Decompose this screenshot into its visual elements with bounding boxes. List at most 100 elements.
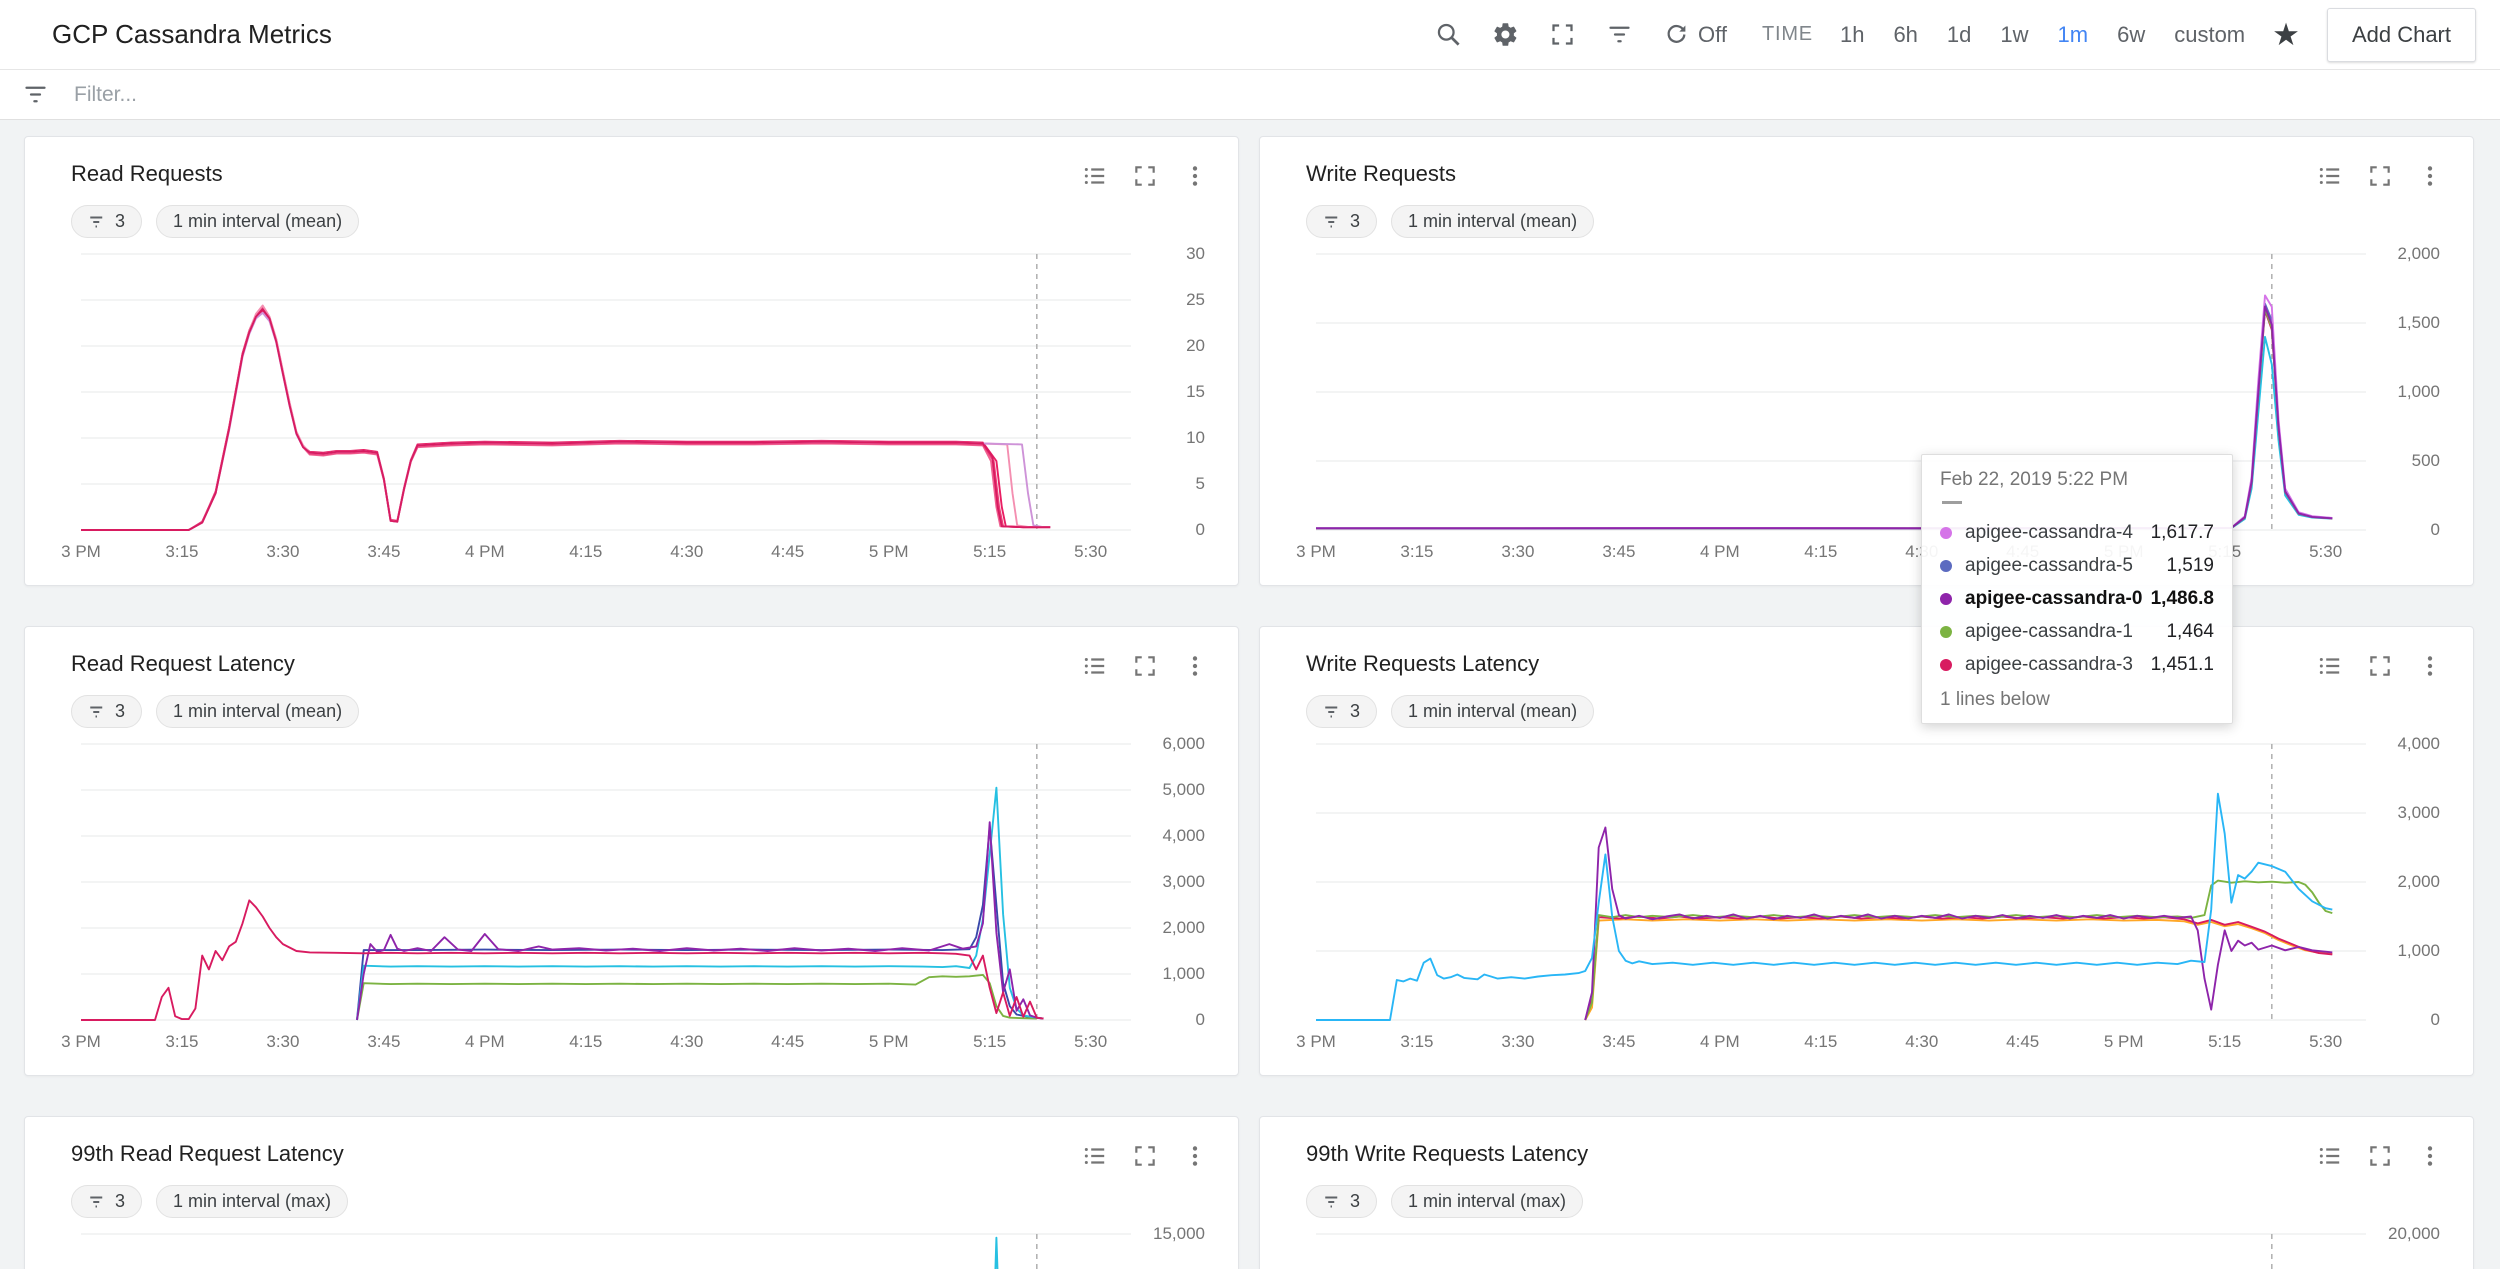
star-icon[interactable]: ★ xyxy=(2272,17,2300,52)
interval-chip[interactable]: 1 min interval (mean) xyxy=(1391,695,1595,728)
series-value: 1,617.7 xyxy=(2150,521,2214,543)
y-axis-tick: 500 xyxy=(2411,451,2440,470)
x-axis-tick: 4:30 xyxy=(670,1032,704,1051)
search-icon[interactable] xyxy=(1433,20,1463,50)
refresh-label: Off xyxy=(1698,21,1727,47)
plot-area[interactable]: 0 1,000 2,000 3,000 4,000 5,000 6,000 3 PM 3:15 3… xyxy=(61,734,1231,1074)
filter-count-chip[interactable]: 3 xyxy=(1306,205,1378,238)
filter-count: 3 xyxy=(115,1191,126,1211)
filter-count-chip[interactable]: 3 xyxy=(71,695,143,728)
y-axis-tick: 5,000 xyxy=(1162,780,1205,799)
x-axis-tick: 3:30 xyxy=(1501,542,1535,561)
chart-title: Read Requests xyxy=(71,161,223,186)
series-apigee-cassandra-1 xyxy=(356,973,1037,1021)
x-axis-tick: 5:30 xyxy=(2309,542,2343,561)
y-axis-tick: 3,000 xyxy=(1162,872,1205,891)
y-axis-tick: 0 xyxy=(1195,520,1205,539)
legend-icon[interactable] xyxy=(1080,651,1110,681)
series-apigee-cassandra-4 xyxy=(81,304,1051,531)
plot-area[interactable]: 0 5 10 15 20 25 30 3 PM 3:15 3:30 3:45 4 PM 4:15 4:30… xyxy=(61,244,1231,584)
auto-refresh-toggle[interactable]: Off xyxy=(1661,20,1727,50)
plot-area[interactable]: 0 500 1,000 1,500 2,000 3 PM 3:15 3:30 3:45 4 PM 4… xyxy=(1296,244,2466,584)
expand-chart-icon[interactable] xyxy=(1130,651,1160,681)
kebab-menu-icon[interactable] xyxy=(2415,1141,2445,1171)
x-axis-tick: 4:30 xyxy=(1905,1032,1939,1051)
y-axis-tick: 0 xyxy=(2430,1010,2440,1029)
chart-tooltip: Feb 22, 2019 5:22 PM apigee-cassandra-4 … xyxy=(1921,454,2233,724)
chart-title: 99th Read Request Latency xyxy=(71,1141,344,1166)
y-axis-tick: 3,000 xyxy=(2397,803,2440,822)
filter-count-chip[interactable]: 3 xyxy=(71,205,143,238)
x-axis-tick: 5:30 xyxy=(2309,1032,2343,1051)
interval-chip[interactable]: 1 min interval (mean) xyxy=(1391,205,1595,238)
x-axis-tick: 5 PM xyxy=(2103,1032,2144,1051)
kebab-menu-icon[interactable] xyxy=(1180,1141,1210,1171)
expand-chart-icon[interactable] xyxy=(1130,161,1160,191)
settings-gear-icon[interactable] xyxy=(1490,20,1520,50)
expand-chart-icon[interactable] xyxy=(2365,1141,2395,1171)
x-axis-tick: 3:45 xyxy=(367,1032,401,1051)
x-axis-tick: 5 PM xyxy=(868,542,909,561)
filter-count: 3 xyxy=(1350,211,1361,231)
legend-icon[interactable] xyxy=(2315,651,2345,681)
y-axis-tick: 20 xyxy=(1186,336,1205,355)
x-axis-tick: 4 PM xyxy=(465,542,505,561)
range-1m-active[interactable]: 1m xyxy=(2057,21,2089,47)
plot-svg xyxy=(1316,1233,2366,1269)
filter-count-chip[interactable]: 3 xyxy=(71,1185,143,1218)
plot-svg xyxy=(81,253,1131,531)
filter-count-chip[interactable]: 3 xyxy=(1306,1185,1378,1218)
x-axis-tick: 4:45 xyxy=(2006,1032,2040,1051)
series-name: apigee-cassandra-1 xyxy=(1965,620,2133,642)
kebab-menu-icon[interactable] xyxy=(2415,651,2445,681)
filter-count-chip[interactable]: 3 xyxy=(1306,695,1378,728)
interval-chip[interactable]: 1 min interval (max) xyxy=(156,1185,349,1218)
y-axis-tick: 20,000 xyxy=(2388,1224,2440,1243)
plot-svg xyxy=(1316,743,2366,1021)
chart-card-read-requests: Read Requests 3 1 min interval (mean) 0 5… xyxy=(24,136,1239,586)
fullscreen-icon[interactable] xyxy=(1547,20,1577,50)
legend-icon[interactable] xyxy=(2315,1141,2345,1171)
x-axis-tick: 4:15 xyxy=(1804,1032,1838,1051)
interval-chip[interactable]: 1 min interval (mean) xyxy=(156,205,360,238)
range-6w[interactable]: 6w xyxy=(2117,21,2146,47)
y-axis-tick: 1,500 xyxy=(2397,313,2440,332)
x-axis-tick: 5:15 xyxy=(973,542,1007,561)
range-1w[interactable]: 1w xyxy=(2000,21,2029,47)
series-apigee-cassandra-0 xyxy=(81,311,1051,531)
filter-input[interactable] xyxy=(74,82,2480,107)
expand-chart-icon[interactable] xyxy=(1130,1141,1160,1171)
app-header: GCP Cassandra Metrics Off TIME 1h 6h 1d … xyxy=(0,0,2500,70)
range-1h[interactable]: 1h xyxy=(1839,21,1865,47)
range-6h[interactable]: 6h xyxy=(1893,21,1918,47)
filter-count: 3 xyxy=(1350,1191,1361,1211)
legend-icon[interactable] xyxy=(1080,1141,1110,1171)
kebab-menu-icon[interactable] xyxy=(1180,651,1210,681)
kebab-menu-icon[interactable] xyxy=(1180,161,1210,191)
kebab-menu-icon[interactable] xyxy=(2415,161,2445,191)
range-1d[interactable]: 1d xyxy=(1946,21,1972,47)
page-title: GCP Cassandra Metrics xyxy=(52,19,332,49)
series-apigee-cassandra-0 xyxy=(1316,305,2333,530)
y-axis-tick: 1,000 xyxy=(2397,941,2440,960)
legend-icon[interactable] xyxy=(2315,161,2345,191)
range-custom[interactable]: custom xyxy=(2174,21,2246,47)
series-color-dot xyxy=(1940,658,1952,671)
expand-chart-icon[interactable] xyxy=(2365,651,2395,681)
chart-card-write-requests-latency: Write Requests Latency 3 1 min interval … xyxy=(1259,626,2474,1076)
chart-title: Read Request Latency xyxy=(71,651,295,676)
expand-chart-icon[interactable] xyxy=(2365,161,2395,191)
series-name: apigee-cassandra-4 xyxy=(1965,521,2133,543)
chart-title: Write Requests Latency xyxy=(1306,651,1540,676)
interval-chip[interactable]: 1 min interval (mean) xyxy=(156,695,360,728)
chart-title: Write Requests xyxy=(1306,161,1456,186)
filter-list-icon[interactable] xyxy=(1604,20,1634,50)
interval-chip[interactable]: 1 min interval (max) xyxy=(1391,1185,1584,1218)
plot-area[interactable]: 0 1,000 2,000 3,000 4,000 3 PM 3:15 3:30 3:45 4 P… xyxy=(1296,734,2466,1074)
x-axis-tick: 4:15 xyxy=(569,1032,603,1051)
add-chart-button[interactable]: Add Chart xyxy=(2326,7,2476,62)
legend-icon[interactable] xyxy=(1080,161,1110,191)
